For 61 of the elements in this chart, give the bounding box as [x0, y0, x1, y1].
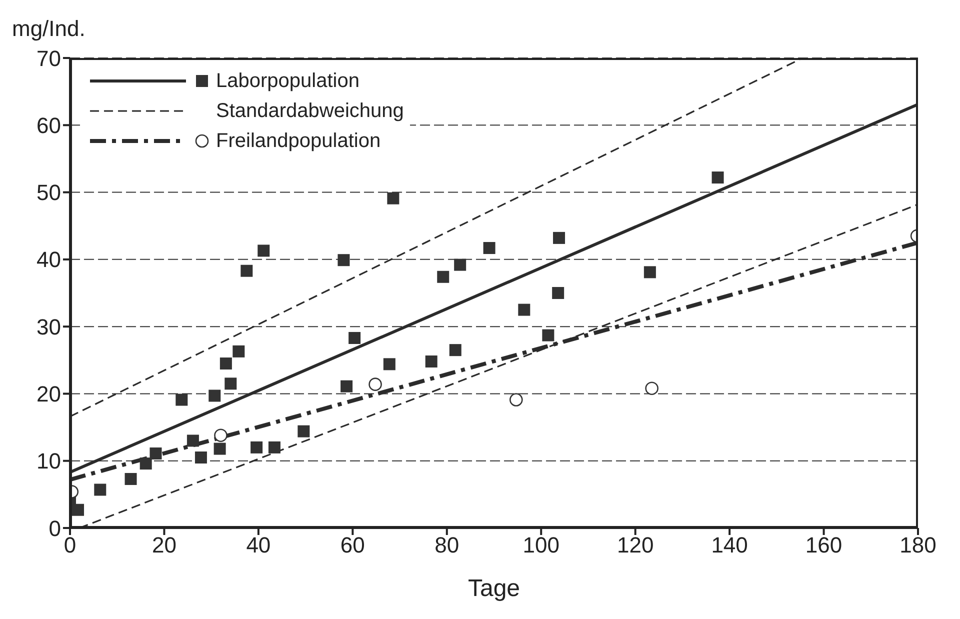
point [232, 345, 245, 358]
x-axis-title: Tage [468, 575, 520, 602]
y-tick-label: 0 [48, 516, 61, 541]
point [124, 472, 137, 485]
x-tick-label: 120 [616, 532, 654, 558]
y-tick-label: 40 [36, 247, 61, 272]
point [387, 192, 400, 204]
point [509, 393, 523, 406]
y-tick-label: 50 [36, 180, 61, 206]
point [214, 428, 228, 442]
point [208, 390, 221, 402]
point [340, 380, 353, 392]
point [348, 332, 361, 344]
point [644, 266, 656, 278]
point [645, 382, 658, 395]
x-tick-label: 100 [522, 532, 560, 558]
point [240, 264, 253, 277]
legend-label: Laborpopulation [216, 70, 360, 92]
y-tick-label: 70 [36, 46, 61, 71]
point [449, 344, 462, 356]
point [258, 244, 270, 257]
point [194, 452, 207, 464]
x-tick-label: 20 [152, 532, 176, 558]
point [483, 242, 496, 254]
x-tick-label: 140 [711, 532, 748, 558]
y-tick-label: 20 [36, 382, 61, 407]
x-tick-label: 180 [900, 532, 936, 558]
x-tick-label: 60 [340, 532, 365, 558]
point [383, 358, 396, 370]
point [72, 504, 84, 516]
point [220, 358, 232, 370]
point [553, 232, 566, 244]
point [437, 270, 450, 283]
point [150, 447, 162, 460]
point [425, 355, 438, 368]
point [712, 172, 724, 184]
point [552, 287, 564, 299]
x-tick-label: 160 [805, 532, 842, 558]
x-tick-label: 0 [64, 532, 76, 558]
x-tick-label: 40 [246, 532, 271, 558]
y-tick-label: 10 [36, 448, 61, 474]
point [214, 442, 226, 455]
point [518, 304, 530, 316]
y-tick-label: 30 [36, 314, 61, 340]
point [94, 484, 106, 496]
point [224, 378, 237, 390]
point [338, 254, 350, 266]
point [298, 425, 310, 438]
legend-label: Standardabweichung [216, 100, 404, 122]
point [140, 458, 152, 470]
legend-label: Freilandpopulation [216, 130, 381, 152]
point [186, 434, 199, 447]
point [368, 378, 382, 391]
point [454, 258, 466, 271]
y-axis-title: mg/Ind. [12, 16, 86, 42]
y-tick-label: 60 [36, 112, 61, 138]
point [542, 329, 554, 342]
point [250, 441, 263, 454]
x-tick-label: 80 [434, 532, 460, 558]
point [268, 441, 280, 454]
point [176, 394, 188, 406]
